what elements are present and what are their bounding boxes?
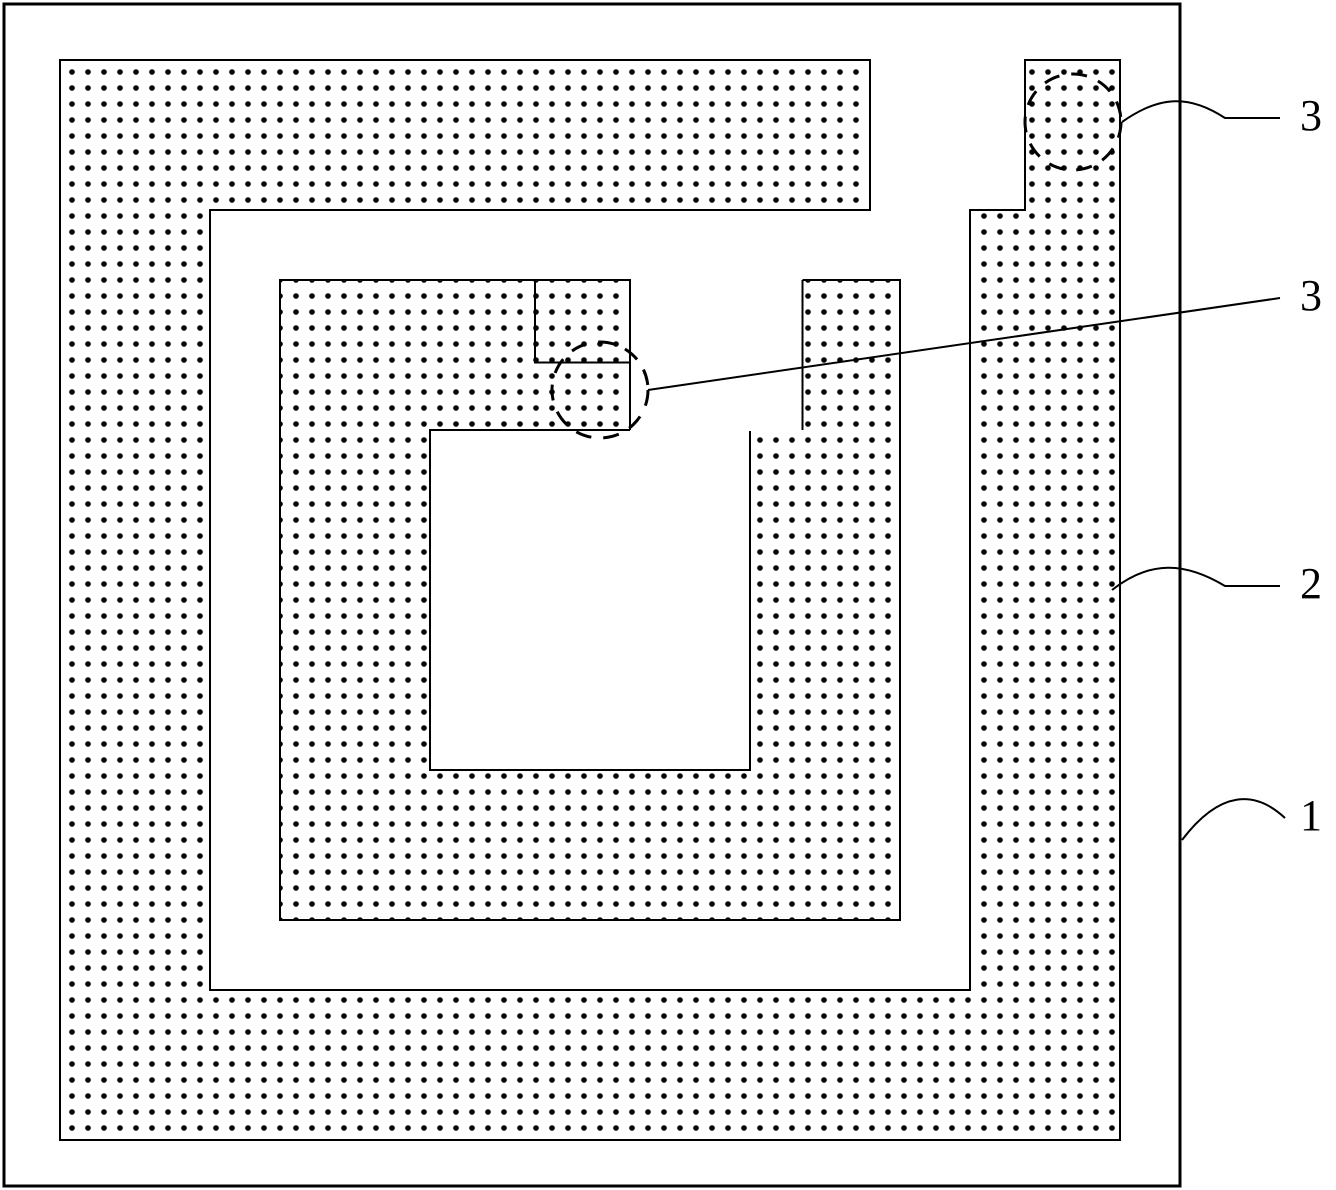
inner-ring-opening-mask xyxy=(630,279,803,431)
label-3-inner: 3 xyxy=(1300,271,1322,320)
label-3-outer: 3 xyxy=(1300,91,1322,140)
label-2: 2 xyxy=(1300,559,1322,608)
label-1: 1 xyxy=(1300,791,1322,840)
inner-terminal-stub xyxy=(535,280,630,363)
